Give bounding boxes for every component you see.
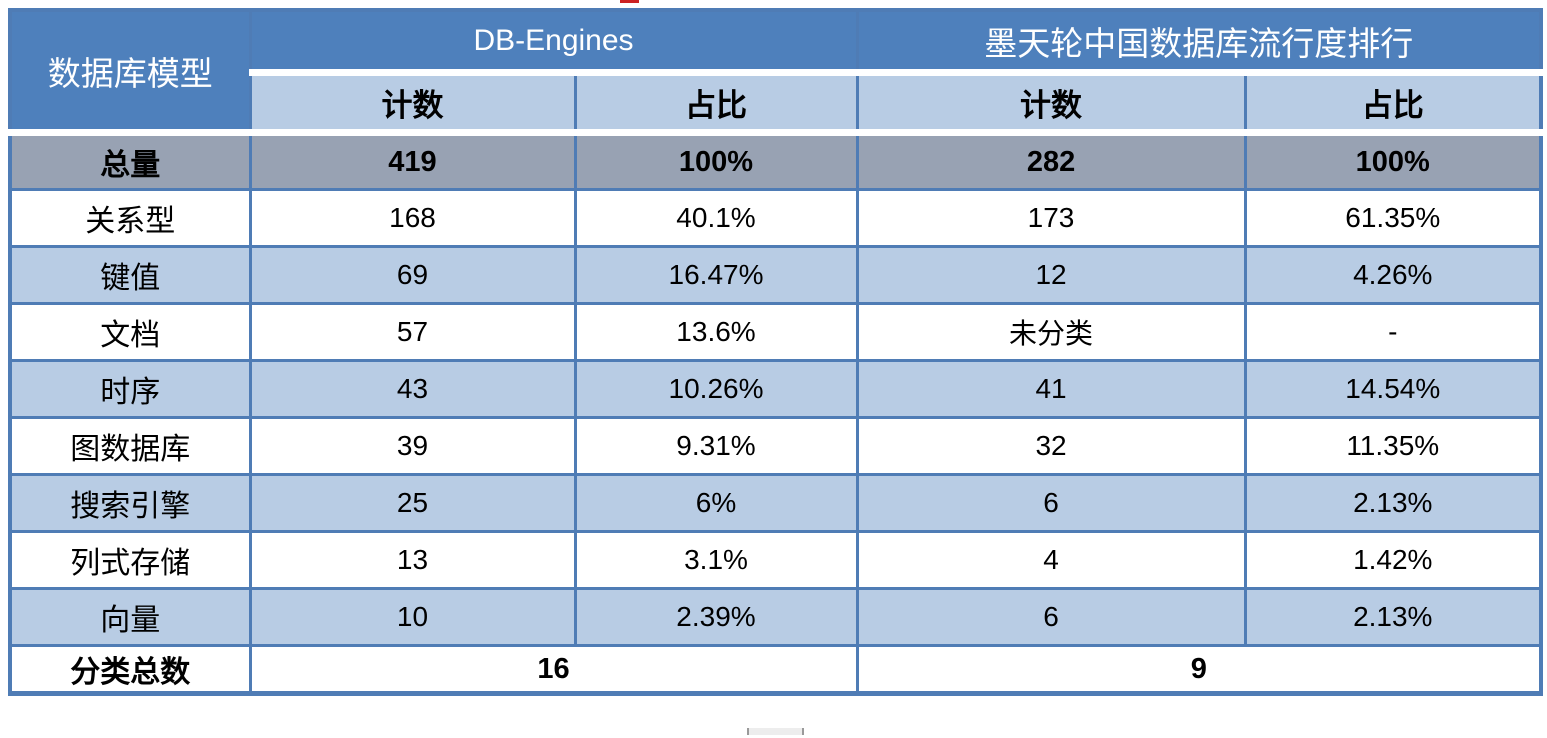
row-label: 图数据库 [8, 416, 252, 476]
cell-value: 43 [248, 359, 577, 419]
row-label: 关系型 [8, 188, 252, 248]
table-row: 向量 10 2.39% 6 2.13% [8, 587, 1543, 647]
table-row: 关系型 168 40.1% 173 61.35% [8, 188, 1543, 248]
cell-value: 41 [855, 359, 1247, 419]
database-model-comparison-table: 数据库模型 DB-Engines 墨天轮中国数据库流行度排行 计数 占比 计数 … [8, 8, 1544, 696]
table-body: 总量 419 100% 282 100% 关系型 168 40.1% 173 61.35% 键值 69… [8, 131, 1543, 647]
table-row: 时序 43 10.26% 41 14.54% [8, 359, 1543, 419]
row-label: 搜索引擎 [8, 473, 252, 533]
table-row: 图数据库 39 9.31% 32 11.35% [8, 416, 1543, 476]
cell-value: 10.26% [573, 359, 859, 419]
cell-value: 32 [855, 416, 1247, 476]
cell-value: 12 [855, 245, 1247, 305]
cell-value: 13.6% [573, 302, 859, 362]
subheader-motianlun-count: 计数 [855, 72, 1247, 136]
row-label: 键值 [8, 245, 252, 305]
cell-value: 6 [855, 473, 1247, 533]
cell-value: 6% [573, 473, 859, 533]
cell-value: 2.13% [1243, 473, 1543, 533]
cell-value: 100% [1243, 131, 1543, 191]
cell-value: 40.1% [573, 188, 859, 248]
motianlun-category-total: 9 [855, 644, 1543, 695]
cell-value: 69 [248, 245, 577, 305]
cell-value: 10 [248, 587, 577, 647]
row-label: 分类总数 [8, 644, 252, 695]
column-header-database-model: 数据库模型 [8, 8, 252, 136]
header-sub-row: 计数 占比 计数 占比 [10, 72, 1543, 136]
cell-value: 4 [855, 530, 1247, 590]
bottom-scrollbar-remnant [747, 728, 804, 735]
cell-value: 100% [573, 131, 859, 191]
header-group-row: 数据库模型 DB-Engines 墨天轮中国数据库流行度排行 [8, 8, 1543, 136]
table-row: 搜索引擎 25 6% 6 2.13% [8, 473, 1543, 533]
table-header: 数据库模型 DB-Engines 墨天轮中国数据库流行度排行 计数 占比 计数 … [8, 8, 1543, 136]
row-label: 总量 [8, 131, 252, 191]
cell-value: 9.31% [573, 416, 859, 476]
cell-value: 25 [248, 473, 577, 533]
table-row: 键值 69 16.47% 12 4.26% [8, 245, 1543, 305]
category-total-row: 分类总数 16 9 [8, 644, 1543, 695]
subheader-motianlun-share: 占比 [1243, 72, 1543, 136]
cell-value: 57 [248, 302, 577, 362]
cell-value: 16.47% [573, 245, 859, 305]
cell-value: 282 [855, 131, 1247, 191]
cell-value: 61.35% [1243, 188, 1543, 248]
cell-value: 3.1% [573, 530, 859, 590]
cell-value: 13 [248, 530, 577, 590]
table-footer: 分类总数 16 9 [8, 644, 1543, 695]
cell-value: - [1243, 302, 1543, 362]
cell-value: 168 [248, 188, 577, 248]
table-row: 总量 419 100% 282 100% [8, 131, 1543, 191]
cell-value: 14.54% [1243, 359, 1543, 419]
column-group-motianlun-ranking: 墨天轮中国数据库流行度排行 [855, 8, 1543, 76]
row-label: 时序 [8, 359, 252, 419]
cell-value: 1.42% [1243, 530, 1543, 590]
table-row: 列式存储 13 3.1% 4 1.42% [8, 530, 1543, 590]
column-group-db-engines: DB-Engines [248, 8, 859, 76]
row-label: 向量 [8, 587, 252, 647]
cell-value: 39 [248, 416, 577, 476]
row-label: 列式存储 [8, 530, 252, 590]
row-label: 文档 [8, 302, 252, 362]
table-row: 文档 57 13.6% 未分类 - [8, 302, 1543, 362]
cell-value: 2.39% [573, 587, 859, 647]
cell-value: 6 [855, 587, 1247, 647]
cell-value: 2.13% [1243, 587, 1543, 647]
cell-value: 419 [248, 131, 577, 191]
cell-value: 4.26% [1243, 245, 1543, 305]
dbengines-category-total: 16 [248, 644, 859, 695]
cell-value: 未分类 [855, 302, 1247, 362]
cell-value: 173 [855, 188, 1247, 248]
top-crop-artifact [620, 0, 639, 3]
subheader-dbengines-count: 计数 [248, 72, 577, 136]
subheader-dbengines-share: 占比 [573, 72, 859, 136]
cell-value: 11.35% [1243, 416, 1543, 476]
